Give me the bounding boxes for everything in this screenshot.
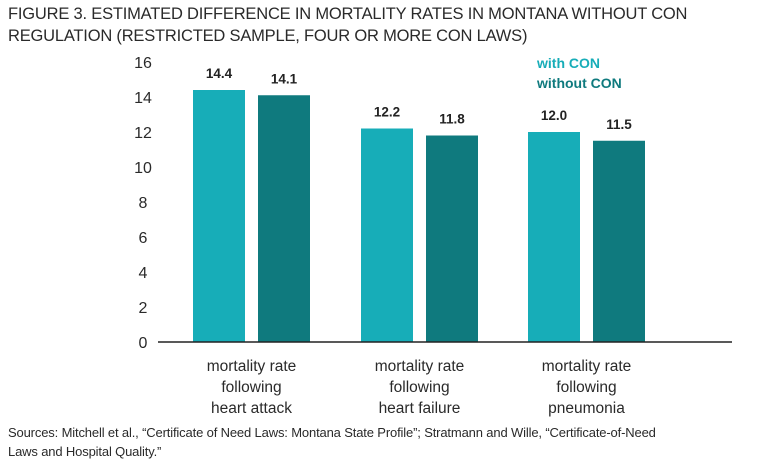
bar-with-con	[361, 128, 413, 342]
bars	[193, 90, 645, 342]
chart-title: FIGURE 3. ESTIMATED DIFFERENCE IN MORTAL…	[8, 3, 768, 47]
y-tick-label: 10	[134, 160, 152, 177]
value-label: 12.0	[541, 108, 567, 123]
value-label: 14.4	[206, 66, 233, 81]
category-label: following	[389, 379, 449, 396]
category-label: following	[221, 379, 281, 396]
legend-entry: without CON	[536, 75, 622, 91]
bar-with-con	[528, 132, 580, 342]
category-label: heart attack	[211, 400, 292, 417]
value-label: 12.2	[374, 105, 400, 120]
chart-title-line: FIGURE 3. ESTIMATED DIFFERENCE IN MORTAL…	[8, 5, 688, 23]
y-tick-label: 0	[139, 335, 148, 352]
y-tick-label: 14	[134, 90, 152, 107]
y-tick-label: 4	[139, 265, 148, 282]
y-tick-label: 2	[139, 300, 148, 317]
legend-entry: with CON	[536, 55, 600, 71]
y-tick-label: 6	[139, 230, 148, 247]
value-label: 11.8	[439, 112, 465, 127]
source-line: Laws and Hospital Quality.”	[8, 444, 162, 459]
category-label: heart failure	[379, 400, 461, 417]
value-labels: 14.4 12.2 12.0 14.1 11.8 11.5	[206, 66, 632, 132]
chart-title-line: REGULATION (RESTRICTED SAMPLE, FOUR OR M…	[8, 27, 528, 45]
source-note: Sources: Mitchell et al., “Certificate o…	[8, 423, 768, 461]
source-line: Sources: Mitchell et al., “Certificate o…	[8, 425, 656, 440]
category-label: mortality rate	[207, 358, 297, 375]
y-tick-label: 8	[139, 195, 148, 212]
category-label: mortality rate	[375, 358, 465, 375]
category-label: pneumonia	[548, 400, 625, 417]
category-label: following	[556, 379, 616, 396]
bar-with-con	[193, 90, 245, 342]
legend: with CON without CON	[536, 55, 622, 91]
category-label: mortality rate	[542, 358, 632, 375]
y-tick-label: 12	[134, 125, 152, 142]
value-label: 11.5	[606, 117, 632, 132]
x-axis-categories: mortality rate following heart attack morta…	[207, 358, 632, 417]
y-axis: 0 2 4 6 8 10 12 14 16	[134, 55, 152, 352]
y-tick-label: 16	[134, 55, 152, 72]
bar-without-con	[426, 135, 478, 342]
value-label: 14.1	[271, 71, 298, 86]
bar-without-con	[593, 140, 645, 342]
bar-without-con	[258, 95, 310, 342]
